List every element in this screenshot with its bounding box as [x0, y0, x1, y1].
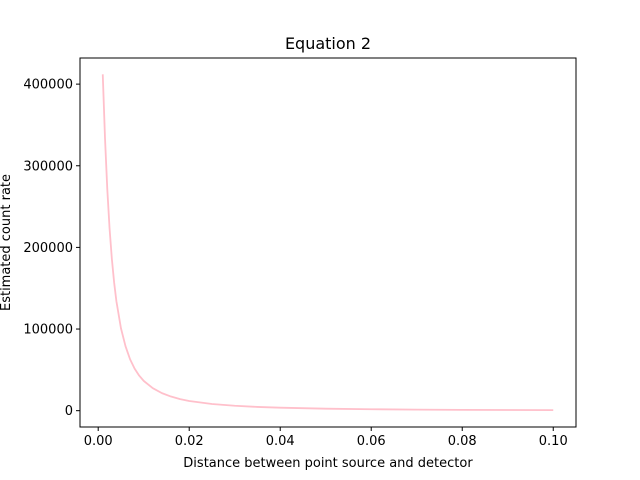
x-tick-label-5: 0.10 — [539, 434, 568, 449]
x-tick-label-0: 0.00 — [84, 434, 113, 449]
axes-frame — [79, 57, 577, 428]
y-tick-label-1: 100000 — [23, 323, 73, 338]
chart-title: Equation 2 — [285, 34, 371, 53]
y-axis-label: Estimated count rate — [0, 174, 14, 311]
x-tick-label-1: 0.02 — [175, 434, 204, 449]
plot-area — [101, 74, 554, 412]
x-axis-label: Distance between point source and detect… — [183, 456, 473, 471]
y-tick-label-3: 300000 — [23, 159, 73, 174]
y-tick-label-0: 0 — [65, 404, 73, 419]
y-tick-label-2: 200000 — [23, 241, 73, 256]
series-line-0 — [101, 74, 554, 412]
x-tick-label-4: 0.08 — [448, 434, 477, 449]
axis-ticks: 0.00 0.02 0.04 0.06 0.08 0.10 0 100000 200000 300… — [23, 78, 567, 449]
x-tick-label-2: 0.04 — [266, 434, 295, 449]
y-tick-label-4: 400000 — [23, 78, 73, 93]
x-tick-label-3: 0.06 — [357, 434, 386, 449]
